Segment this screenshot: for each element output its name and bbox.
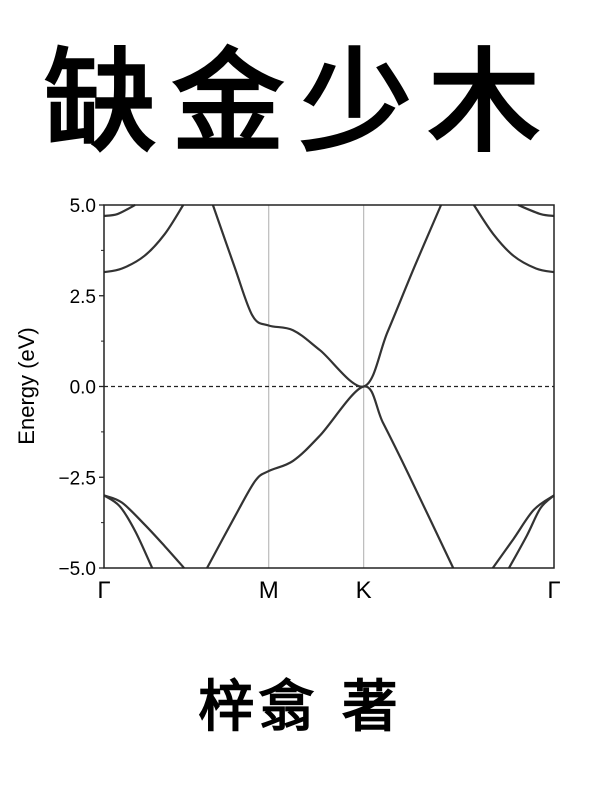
band-line: [103, 494, 154, 569]
y-tick-label: −2.5: [58, 468, 96, 489]
band-line: [103, 494, 185, 569]
x-tick-label: Γ: [97, 577, 110, 604]
x-tick-label: Γ: [547, 577, 560, 604]
y-tick-label: 0.0: [70, 378, 96, 399]
x-tick-label: M: [259, 577, 279, 604]
book-title: 缺金少木: [44, 38, 556, 168]
band-structure-chart: 5.0 2.5 0.0 −2.5 −5.0 Γ M K Γ Energy (eV): [14, 196, 561, 604]
y-axis: 5.0 2.5 0.0 −2.5 −5.0: [58, 196, 104, 580]
y-tick-label: 5.0: [70, 196, 96, 217]
book-author: 梓翕 著: [198, 675, 402, 740]
band-line: [491, 494, 555, 569]
band-line: [103, 204, 136, 217]
y-tick-label: −5.0: [58, 559, 96, 580]
y-axis-label: Energy (eV): [14, 327, 39, 444]
band-line: [103, 204, 185, 274]
y-tick-label: 2.5: [70, 287, 96, 308]
bands: [103, 203, 555, 569]
band-line: [472, 204, 555, 274]
band-line: [517, 203, 555, 217]
band-line: [508, 494, 555, 569]
x-tick-label: K: [356, 577, 372, 604]
band-line: [206, 385, 455, 569]
band-line: [211, 204, 443, 388]
